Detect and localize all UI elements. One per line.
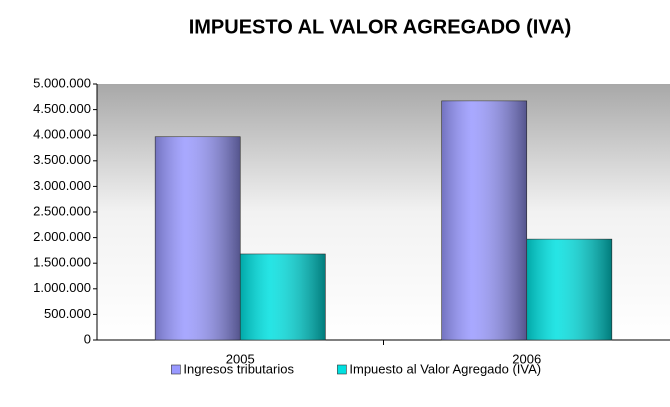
y-tick-label: 2.000.000 (33, 229, 91, 244)
legend-label: Impuesto al Valor Agregado (IVA) (349, 361, 541, 376)
x-tick-label: 2006 (512, 351, 541, 366)
y-tick-label: 1.500.000 (33, 255, 91, 270)
y-tick-label: 1.000.000 (33, 280, 91, 295)
bar (239, 253, 326, 341)
bar (154, 136, 241, 341)
y-tick-label: 4.500.000 (33, 101, 91, 116)
legend-swatch (171, 364, 181, 375)
x-tick-label: 2005 (226, 351, 255, 366)
bar (526, 238, 613, 341)
y-tick-label: 3.000.000 (33, 178, 91, 193)
y-tick-label: 3.500.000 (33, 152, 91, 167)
y-tick-label: 4.000.000 (33, 127, 91, 142)
legend-label: Ingresos tributarios (183, 361, 294, 376)
y-tick-label: 5.000.000 (33, 75, 91, 90)
bar (441, 100, 528, 341)
y-tick-label: 2.500.000 (33, 203, 91, 218)
chart-title: IMPUESTO AL VALOR AGREGADO (IVA) (189, 16, 572, 38)
y-tick-label: 500.000 (44, 306, 91, 321)
legend-swatch (337, 364, 347, 375)
y-tick-label: 0 (84, 331, 91, 346)
